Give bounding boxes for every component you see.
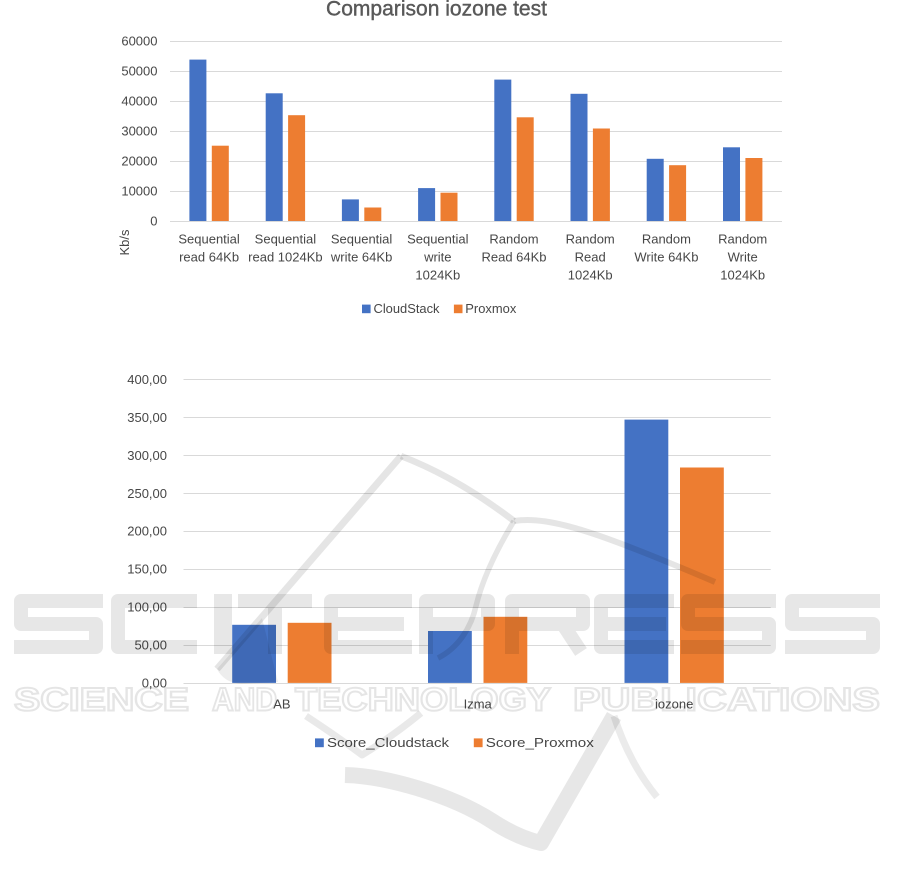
svg-text:Write: Write bbox=[728, 250, 758, 265]
svg-text:1024Kb: 1024Kb bbox=[415, 268, 460, 283]
svg-text:400,00: 400,00 bbox=[127, 372, 167, 387]
svg-text:read 1024Kb: read 1024Kb bbox=[248, 250, 322, 265]
svg-text:200,00: 200,00 bbox=[127, 524, 167, 539]
svg-text:Comparison iozone test: Comparison iozone test bbox=[326, 0, 547, 21]
svg-text:300,00: 300,00 bbox=[127, 448, 167, 463]
svg-text:Read 64Kb: Read 64Kb bbox=[481, 250, 546, 265]
svg-text:SCIENCE: SCIENCE bbox=[14, 682, 189, 718]
svg-text:Sequential: Sequential bbox=[255, 232, 317, 247]
svg-text:iozone: iozone bbox=[655, 697, 693, 712]
svg-text:60000: 60000 bbox=[121, 34, 157, 49]
svg-text:0: 0 bbox=[150, 214, 157, 229]
svg-text:write: write bbox=[423, 250, 451, 265]
svg-text:40000: 40000 bbox=[121, 94, 157, 109]
svg-text:AND: AND bbox=[212, 682, 277, 718]
svg-text:Sequential: Sequential bbox=[407, 232, 469, 247]
svg-text:Write 64Kb: Write 64Kb bbox=[634, 250, 698, 265]
svg-text:Izma: Izma bbox=[464, 697, 493, 712]
svg-text:1024Kb: 1024Kb bbox=[568, 268, 613, 283]
svg-text:Read: Read bbox=[575, 250, 606, 265]
svg-text:Score_Cloudstack: Score_Cloudstack bbox=[327, 735, 450, 750]
svg-text:1024Kb: 1024Kb bbox=[720, 268, 765, 283]
svg-text:read 64Kb: read 64Kb bbox=[179, 250, 239, 265]
svg-text:Kb/s: Kb/s bbox=[117, 229, 132, 256]
svg-text:0,00: 0,00 bbox=[142, 676, 167, 691]
svg-text:CloudStack: CloudStack bbox=[374, 301, 440, 316]
svg-text:100,00: 100,00 bbox=[127, 600, 167, 615]
svg-text:Score_Proxmox: Score_Proxmox bbox=[486, 735, 595, 750]
svg-text:AB: AB bbox=[273, 697, 290, 712]
svg-text:PUBLICATIONS: PUBLICATIONS bbox=[573, 682, 880, 718]
svg-text:50000: 50000 bbox=[121, 64, 157, 79]
svg-text:Random: Random bbox=[642, 232, 691, 247]
svg-text:250,00: 250,00 bbox=[127, 486, 167, 501]
svg-text:Random: Random bbox=[489, 232, 538, 247]
svg-text:Proxmox: Proxmox bbox=[465, 301, 516, 316]
svg-text:TECHNOLOGY: TECHNOLOGY bbox=[295, 682, 551, 718]
svg-text:10000: 10000 bbox=[121, 184, 157, 199]
svg-text:Sequential: Sequential bbox=[178, 232, 240, 247]
svg-text:Random: Random bbox=[718, 232, 767, 247]
svg-text:50,00: 50,00 bbox=[134, 638, 167, 653]
svg-text:30000: 30000 bbox=[121, 124, 157, 139]
svg-text:350,00: 350,00 bbox=[127, 410, 167, 425]
svg-text:write 64Kb: write 64Kb bbox=[330, 250, 392, 265]
svg-text:20000: 20000 bbox=[121, 154, 157, 169]
svg-text:Sequential: Sequential bbox=[331, 232, 393, 247]
svg-text:Random: Random bbox=[566, 232, 615, 247]
svg-text:150,00: 150,00 bbox=[127, 562, 167, 577]
